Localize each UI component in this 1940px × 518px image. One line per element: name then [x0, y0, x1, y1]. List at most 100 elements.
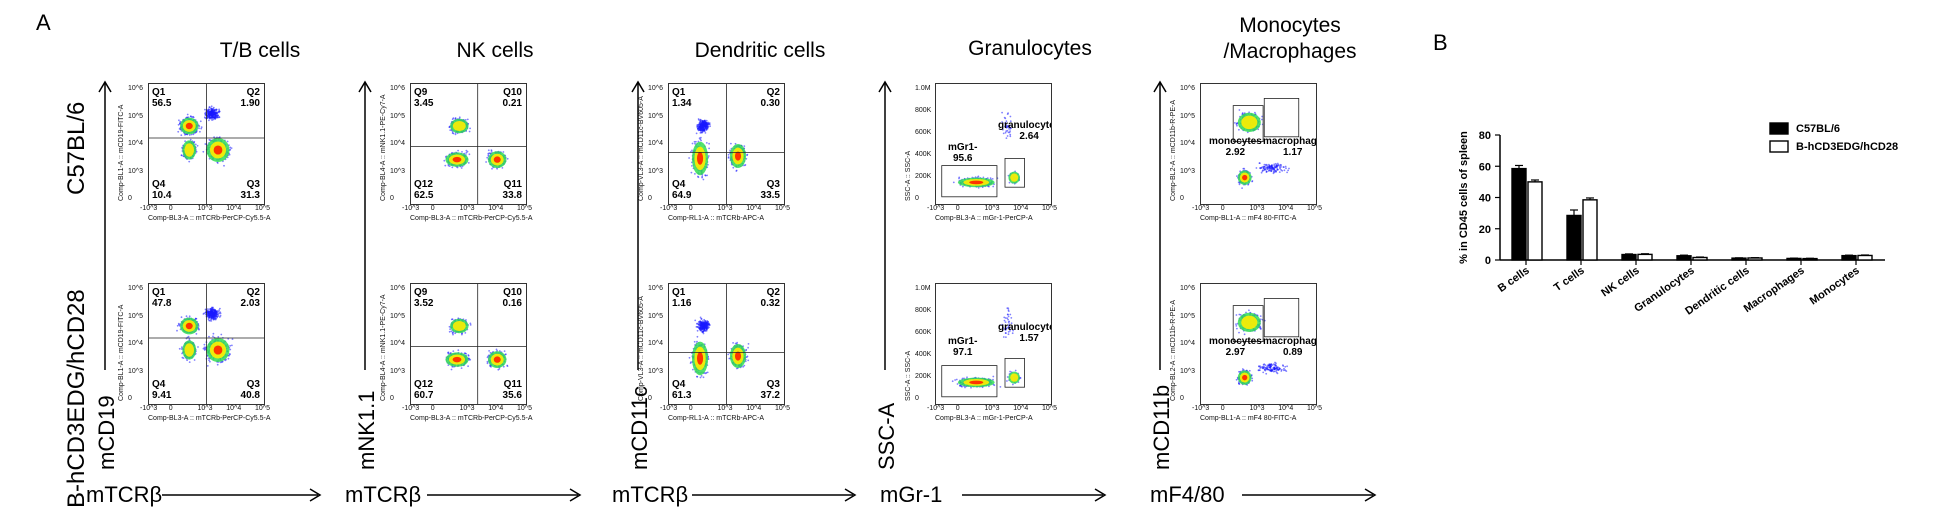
y-tick-label: 0 — [648, 395, 652, 402]
x-tick-label: 10^5 — [255, 405, 270, 412]
y-marker-mnk11: mNK1.1 — [354, 390, 379, 470]
y-tick-label: 1.0M — [915, 285, 931, 292]
plot-x-axis-label: Comp-BL3-A :: mTCRb-PerCP-Cy5.5-A — [410, 215, 533, 222]
quadrant-label-q1: Q9 3.52 — [414, 287, 434, 309]
bar-humanized — [1692, 256, 1708, 261]
x-tick-label: 0 — [688, 405, 693, 412]
quadrant-label-q4: Q12 62.5 — [414, 179, 434, 201]
plot-y-axis-label: Comp-BL4-A :: mNK1.1-PE-Cy7-A — [380, 294, 387, 401]
x-tick-label: 10^5 — [1307, 405, 1322, 412]
x-tick-label: -10^3 — [927, 405, 945, 412]
plot-y-axis-label: Comp-BL2-A :: mCD11b-R-PE-A — [1170, 299, 1177, 401]
cell-population — [485, 149, 509, 170]
flow-plot-r2-c5: monocytes 2.97 macrophage 0.89 — [1200, 283, 1317, 405]
y-arrow-3 — [631, 80, 645, 370]
gate-label-macrophage: macrophage 1.17 — [1263, 136, 1317, 158]
x-tick-label: 0 — [1220, 405, 1225, 412]
y-tick-label: 10^4 — [128, 140, 143, 147]
bar-c57bl6 — [1511, 167, 1527, 261]
x-tick-label: 10^3 — [1249, 205, 1265, 212]
y-tick-label: 10^6 — [128, 285, 143, 292]
x-tick-label: 10^4 — [746, 405, 762, 412]
quadrant-label-q1: Q1 1.34 — [672, 87, 692, 109]
cell-population — [1234, 109, 1264, 134]
x-tick-label: T cells — [1552, 265, 1587, 294]
quadrant-label-q3: Q3 33.5 — [760, 179, 780, 201]
x-tick-label: -10^3 — [402, 405, 420, 412]
gate-label-mgr1: mGr1- 97.1 — [948, 336, 978, 358]
y-tick-label: 10^5 — [648, 112, 663, 120]
y-tick-label: 0 — [1180, 395, 1184, 402]
flow-plot-r1-c3: Q1 1.34 Q2 0.30 Q3 33.5 Q4 64.9 — [668, 83, 785, 205]
quadrant-label-q2: Q2 2.03 — [240, 287, 260, 309]
y-tick-label: 600K — [915, 329, 932, 336]
legend-label: B-hCD3EDG/hCD28 — [1796, 141, 1898, 153]
y-tick-label: 10^3 — [128, 367, 143, 375]
x-tick-label: 10^3 — [717, 205, 733, 212]
x-tick-label: 0 — [430, 205, 435, 212]
y-tick-label: 10^3 — [390, 367, 405, 375]
bar-humanized — [1857, 254, 1873, 261]
flow-plot-r1-c1: Q1 56.5 Q2 1.90 Q3 31.3 Q4 10.4 — [148, 83, 265, 205]
y-tick-label: 10^3 — [648, 167, 663, 175]
x-marker-5: mF4/80 — [1150, 482, 1225, 507]
y-arrow-2 — [358, 80, 372, 370]
col-title-gran: Granulocytes — [968, 37, 1092, 60]
x-tick-label: 10^3 — [984, 205, 1000, 212]
legend-label: C57BL/6 — [1796, 123, 1840, 135]
cell-population — [445, 349, 472, 371]
x-arrow-1 — [162, 488, 322, 502]
gate-label-macrophage: macrophage 0.89 — [1263, 336, 1317, 358]
x-tick-label: 10^3 — [197, 405, 213, 412]
plot-x-axis-label: Comp-RL1-A :: mTCRb-APC-A — [668, 215, 765, 222]
cell-population — [1236, 167, 1254, 189]
cell-population — [178, 337, 199, 363]
x-tick-label: Monocytes — [1808, 265, 1862, 308]
x-tick-label: 10^5 — [1307, 205, 1322, 212]
flow-plot-r2-c3: Q1 1.16 Q2 0.32 Q3 37.2 Q4 61.3 — [668, 283, 785, 405]
x-tick-label: -10^3 — [402, 205, 420, 212]
flow-plot-r1-c2: Q9 3.45 Q10 0.21 Q11 33.8 Q12 62.5 — [410, 83, 527, 205]
x-tick-label: 0 — [1220, 205, 1225, 212]
x-tick-label: NK cells — [1599, 265, 1641, 300]
cell-population — [177, 113, 203, 137]
col-title-tb: T/B cells — [219, 39, 301, 62]
y-tick-label: 60 — [1479, 161, 1491, 173]
x-marker-2: mTCRβ — [345, 482, 422, 507]
x-tick-label: 10^4 — [1013, 205, 1029, 212]
y-tick-label: 10^3 — [648, 367, 663, 375]
y-tick-label: 10^4 — [648, 140, 663, 147]
y-tick-label: 10^5 — [390, 312, 405, 320]
quadrant-label-q4: Q4 61.3 — [672, 379, 692, 401]
bar-chart: 0 20 40 60 80 % in CD45 cells of spleen B cell… — [1458, 122, 1898, 318]
bar-humanized — [1637, 253, 1653, 261]
flow-plot-r1-c5: monocytes 2.92 macrophage 1.17 — [1200, 83, 1317, 205]
y-tick-label: 10^5 — [1180, 112, 1195, 120]
y-tick-label: 0 — [128, 395, 132, 402]
y-tick-label: 800K — [915, 107, 932, 114]
y-tick-label: 10^6 — [1180, 85, 1195, 92]
x-tick-label: 0 — [168, 205, 173, 212]
cell-population — [202, 332, 234, 367]
quadrant-label-q4: Q12 60.7 — [414, 379, 434, 401]
x-tick-label: 10^4 — [746, 205, 762, 212]
quadrant-label-q1: Q9 3.45 — [414, 87, 434, 109]
x-tick-label: -10^3 — [927, 205, 945, 212]
y-tick-label: 10^4 — [128, 340, 143, 347]
cell-population — [1235, 368, 1254, 386]
y-tick-label: 600K — [915, 129, 932, 136]
x-tick-label: -10^3 — [1192, 405, 1210, 412]
y-tick-label: 10^6 — [390, 285, 405, 292]
gate-monocytes — [1232, 305, 1264, 343]
x-tick-label: 10^5 — [1042, 205, 1057, 212]
bar-humanized — [1582, 199, 1598, 261]
y-axis-title: % in CD45 cells of spleen — [1458, 131, 1470, 264]
x-arrow-3 — [692, 488, 857, 502]
quadrant-label-q3: Q3 31.3 — [240, 179, 260, 201]
x-arrow-4 — [962, 488, 1107, 502]
quadrant-label-q2: Q10 0.16 — [502, 287, 522, 309]
cell-population — [688, 335, 710, 379]
y-tick-label: 800K — [915, 307, 932, 314]
quadrant-label-q2: Q2 1.90 — [240, 87, 260, 109]
y-tick-label: 0 — [648, 195, 652, 202]
